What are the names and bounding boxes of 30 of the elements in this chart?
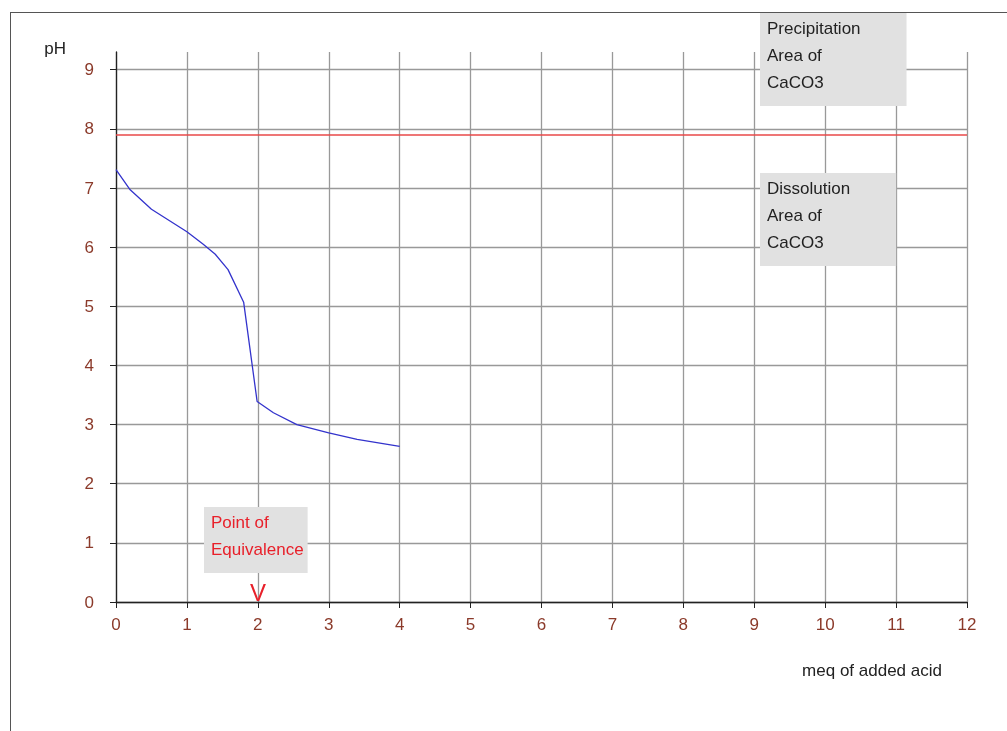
- x-tick-label: 0: [111, 615, 121, 634]
- x-tick-label: 7: [607, 615, 618, 634]
- x-tick-label: 4: [394, 615, 405, 634]
- annotation: Point of Equivalence: [211, 513, 304, 559]
- x-tick-label: 5: [465, 615, 476, 634]
- y-tick-label: 6: [84, 237, 94, 257]
- x-axis-title: meq of added acid: [802, 661, 942, 680]
- y-tick-label: 3: [84, 415, 94, 435]
- x-tick-label: 8: [678, 615, 689, 634]
- y-tick-label: 4: [84, 355, 94, 375]
- x-tick-label: 11: [887, 615, 905, 634]
- y-axis-title: pH: [44, 39, 66, 58]
- y-tick-label: 8: [84, 119, 94, 139]
- y-tick-label: 2: [84, 474, 94, 494]
- annotation: Dissolution Area of CaCO3: [767, 179, 851, 252]
- y-tick-label: 7: [84, 178, 94, 198]
- x-tick-label: 10: [815, 615, 835, 634]
- x-tick-label: 6: [536, 615, 547, 634]
- x-tick-label: 3: [324, 615, 334, 634]
- annotation: Precipitation Area of CaCO3: [767, 19, 861, 92]
- annotation: V: [250, 578, 267, 606]
- line-series: [115, 169, 401, 448]
- y-tick-label: 1: [84, 533, 94, 553]
- y-tick-label: 5: [84, 296, 94, 316]
- y-tick-label: 9: [84, 60, 94, 80]
- x-tick-label: 9: [749, 615, 759, 634]
- y-tick-label: 0: [84, 592, 94, 612]
- x-tick-label: 1: [182, 615, 192, 634]
- x-tick-label: 2: [253, 615, 263, 634]
- x-tick-label: 12: [957, 615, 977, 634]
